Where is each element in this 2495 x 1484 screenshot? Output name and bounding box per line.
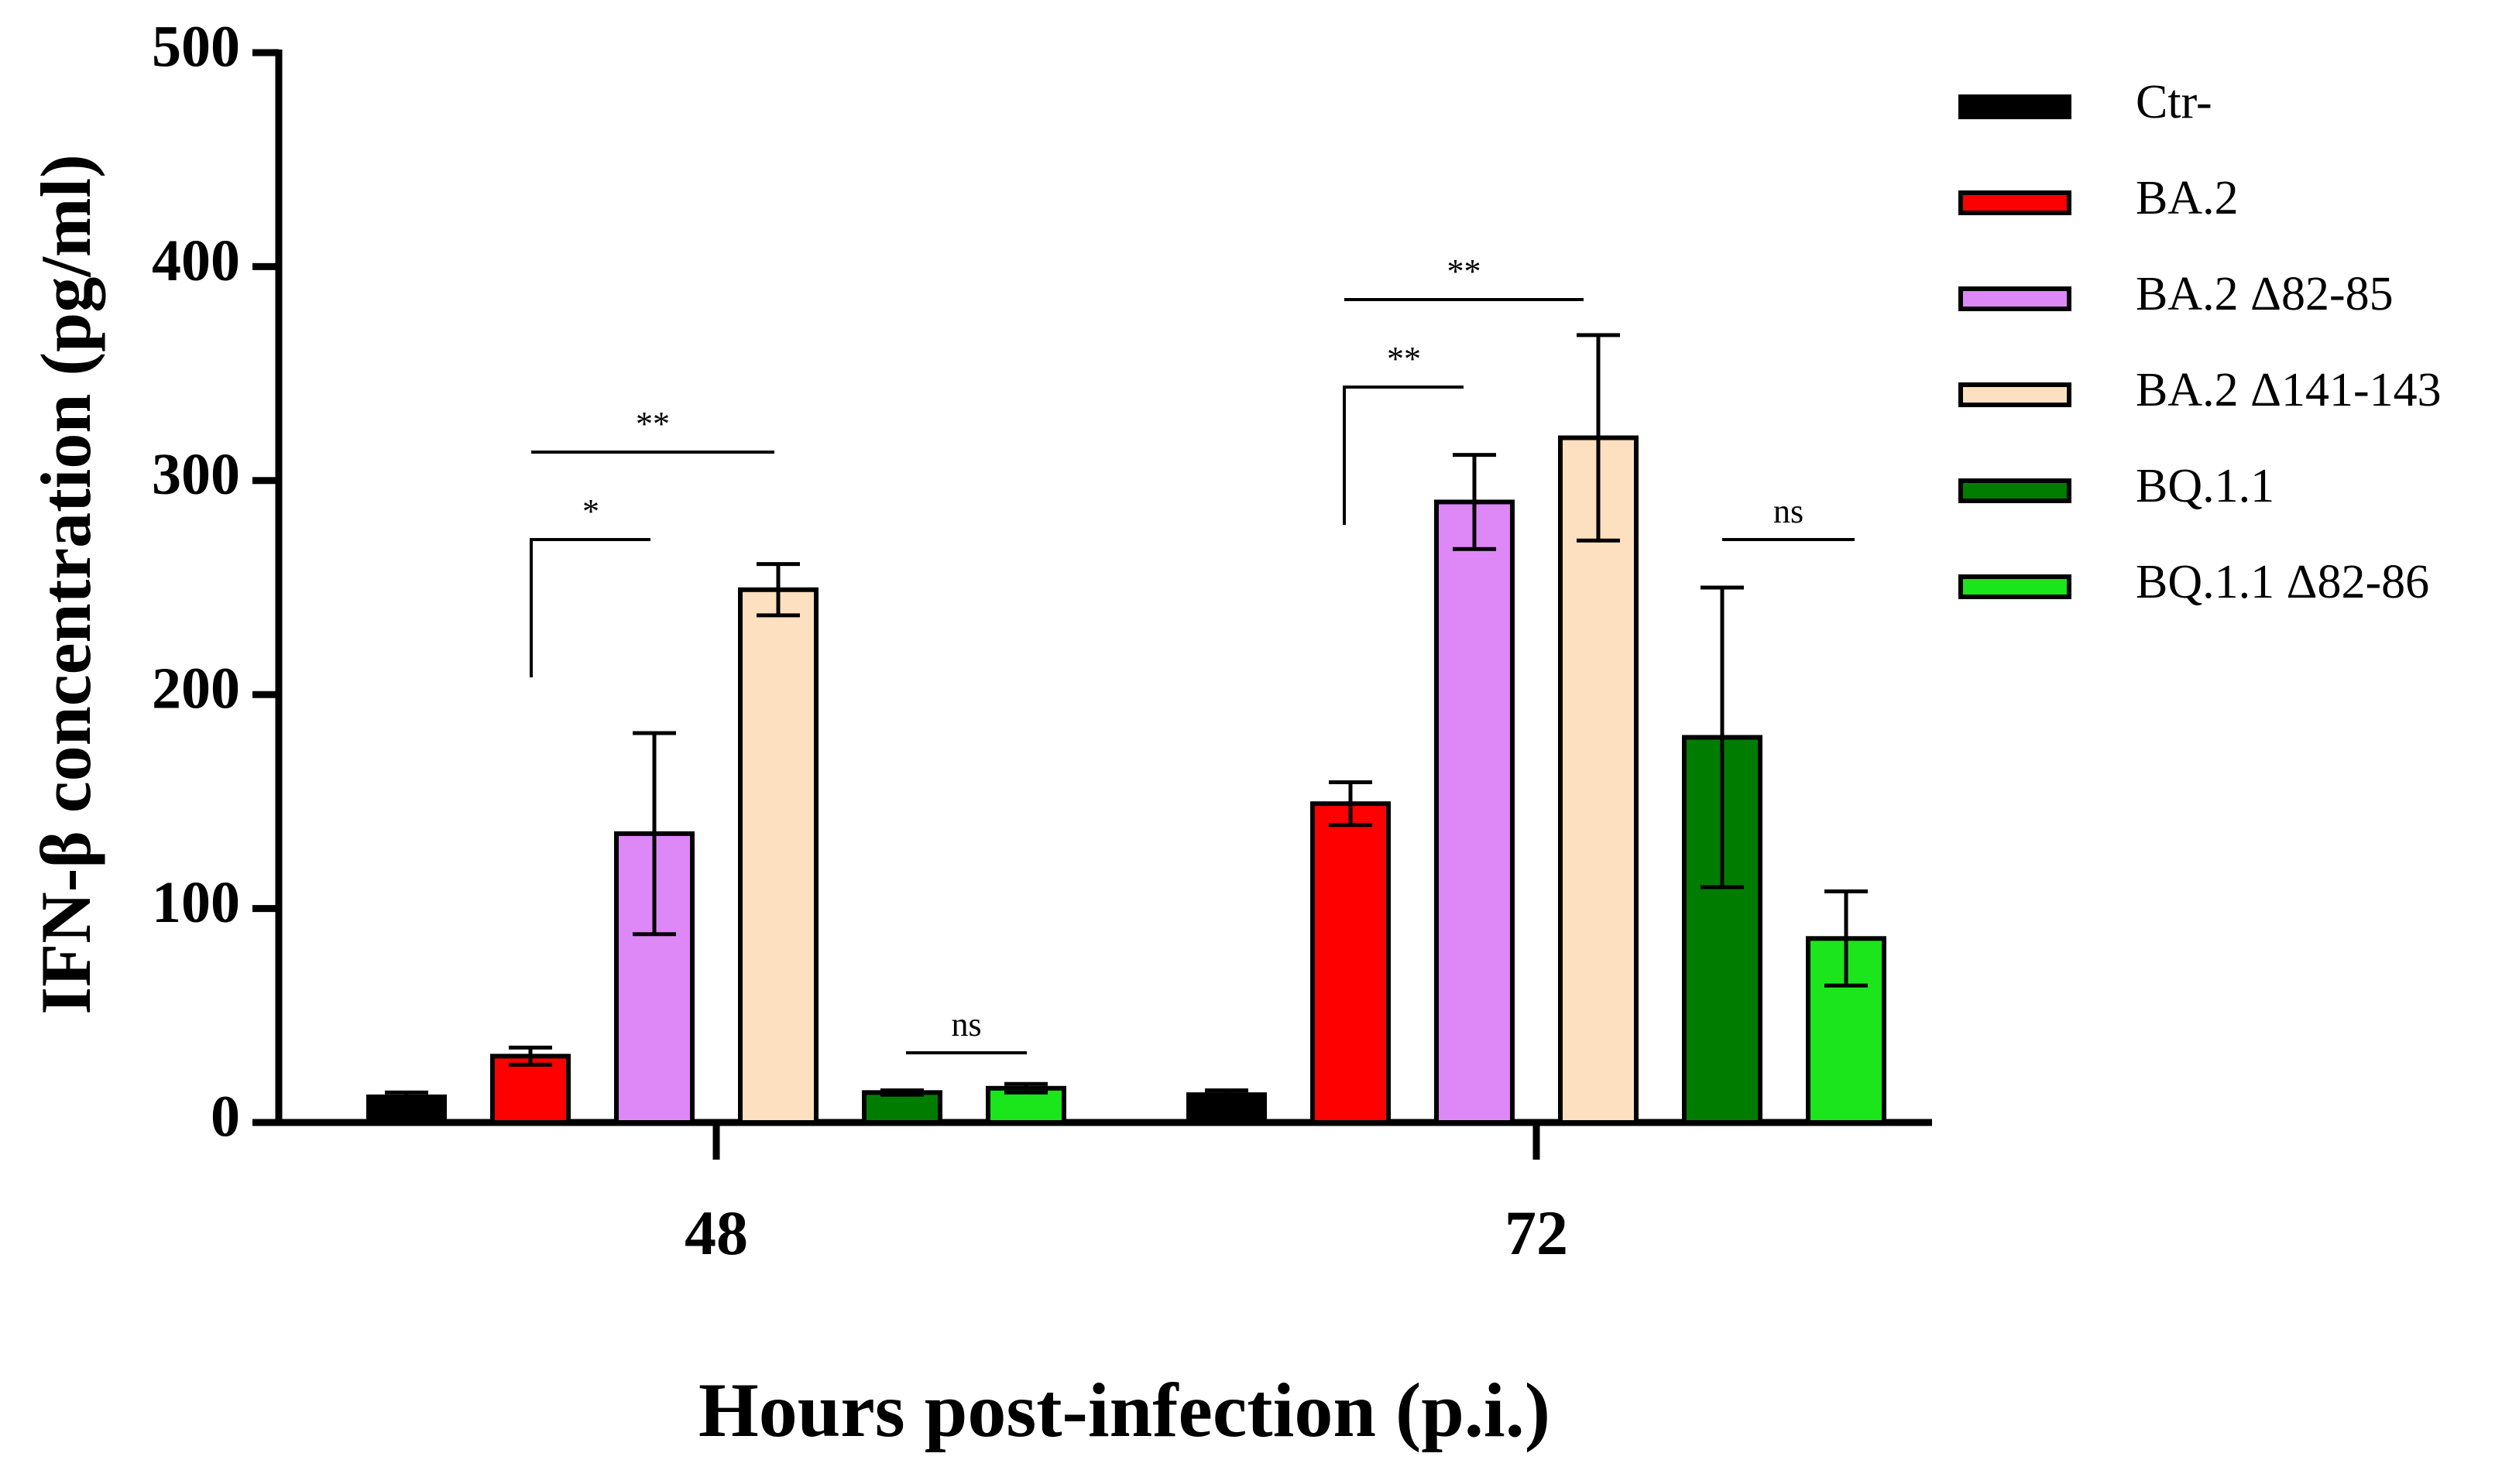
bar-48-3 bbox=[738, 587, 819, 1125]
legend-label-2: BA.2 Δ82-85 bbox=[2136, 268, 2394, 320]
significance-label: ns bbox=[951, 1006, 981, 1044]
legend-label-4: BQ.1.1 bbox=[2136, 460, 2274, 512]
legend-label-5: BQ.1.1 Δ82-86 bbox=[2136, 556, 2429, 608]
legend-label-0: Ctr- bbox=[2136, 76, 2212, 129]
legend-swatch-5 bbox=[1958, 574, 2071, 599]
significance-annotations: ***ns****ns bbox=[530, 252, 1855, 1054]
bar-48-2 bbox=[614, 831, 695, 1125]
y-tick-label: 400 bbox=[152, 228, 240, 293]
y-tick-label: 200 bbox=[152, 656, 240, 721]
significance-label: ** bbox=[1387, 340, 1421, 378]
bar-48-4 bbox=[862, 1090, 942, 1125]
y-tick-label: 100 bbox=[152, 870, 240, 935]
y-axis: 0 100 200 300 400 500 bbox=[152, 14, 283, 1149]
legend-label-3: BA.2 Δ141-143 bbox=[2136, 364, 2442, 416]
legend-swatch-2 bbox=[1958, 286, 2071, 311]
legend-swatch-0 bbox=[1958, 94, 2071, 119]
bars bbox=[366, 333, 1886, 1126]
significance-label: * bbox=[582, 492, 599, 530]
x-tick-label: 72 bbox=[1505, 1198, 1568, 1268]
x-axis: 48 72 bbox=[279, 1119, 1932, 1268]
bar-72-2 bbox=[1434, 499, 1515, 1125]
significance-label: ns bbox=[1773, 492, 1803, 530]
significance-label: ** bbox=[1447, 252, 1481, 290]
legend-swatch-3 bbox=[1958, 382, 2071, 407]
legend-swatch-4 bbox=[1958, 478, 2071, 503]
legend: Ctr- BA.2 BA.2 Δ82-85 BA.2 Δ141-143 BQ.1.1 BQ… bbox=[1958, 76, 2442, 608]
y-tick-label: 500 bbox=[152, 14, 240, 79]
legend-swatch-1 bbox=[1958, 190, 2071, 215]
significance-label: ** bbox=[636, 405, 670, 443]
y-tick-label: 0 bbox=[211, 1084, 240, 1149]
x-tick-label: 48 bbox=[685, 1198, 748, 1268]
bar-72-3 bbox=[1558, 435, 1639, 1125]
y-axis-label: IFN-β concentration (pg/ml) bbox=[26, 154, 105, 1014]
x-axis-label: Hours post-infection (p.i.) bbox=[698, 1367, 1550, 1453]
bar-72-0 bbox=[1186, 1092, 1267, 1125]
y-tick-label: 300 bbox=[152, 442, 240, 507]
legend-label-1: BA.2 bbox=[2136, 172, 2239, 224]
bar-72-1 bbox=[1310, 801, 1391, 1125]
